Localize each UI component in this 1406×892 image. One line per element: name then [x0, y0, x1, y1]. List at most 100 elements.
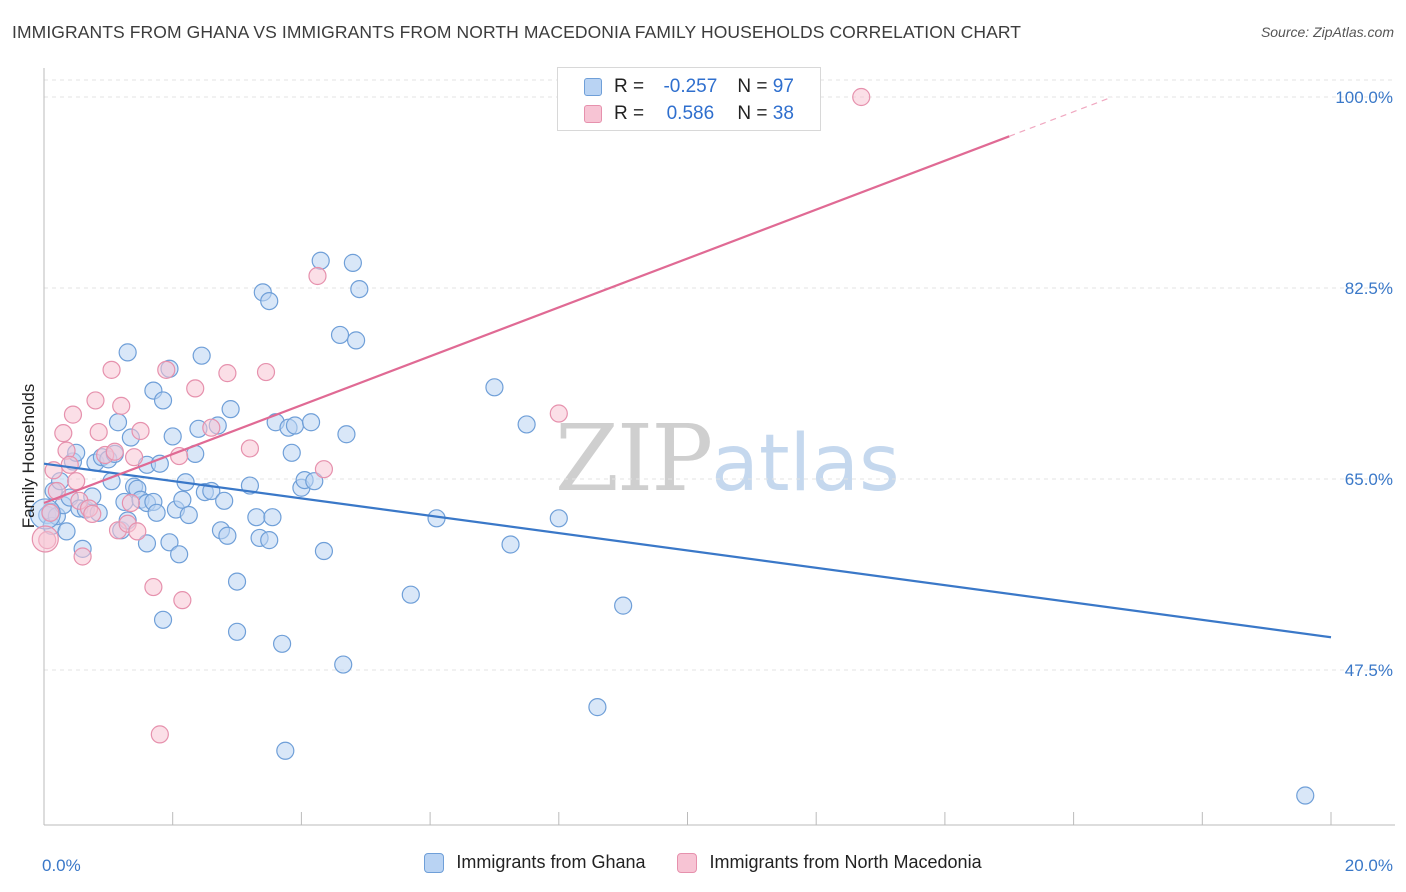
ghana-point: [517, 415, 536, 434]
macedonia-point: [41, 503, 60, 522]
ghana-point: [118, 343, 137, 362]
series-legend-ghana-label: Immigrants from Ghana: [456, 852, 646, 872]
series-legend: Immigrants from Ghana Immigrants from No…: [0, 852, 1406, 873]
ghana-point: [501, 535, 520, 554]
chart-title: IMMIGRANTS FROM GHANA VS IMMIGRANTS FROM…: [12, 22, 1022, 42]
ghana-point: [301, 413, 321, 432]
macedonia-point: [173, 591, 192, 610]
macedonia-point: [63, 405, 83, 424]
macedonia-point: [218, 364, 237, 383]
ghana-point: [614, 596, 633, 615]
series-legend-macedonia-label: Immigrants from North Macedonia: [709, 852, 982, 872]
macedonia-point: [121, 493, 140, 513]
ghana-point: [173, 490, 192, 509]
tick-labels: 47.5% 65.0% 82.5% 100.0% 0.0% 20.0%: [42, 88, 1393, 875]
legend-r-label: R =: [614, 103, 650, 124]
ghana-point: [240, 476, 260, 495]
series-legend-ghana: Immigrants from Ghana: [424, 852, 645, 873]
ghana-point: [147, 503, 166, 522]
ghana-point: [1296, 786, 1315, 805]
series-legend-macedonia: Immigrants from North Macedonia: [677, 852, 982, 873]
ghana-point: [350, 279, 369, 299]
macedonia-point: [112, 396, 131, 415]
ghana-point: [305, 472, 324, 491]
x-tick-label-min: 0.0%: [42, 856, 81, 875]
series-legend-macedonia-swatch: [677, 852, 698, 873]
macedonia-point: [202, 418, 221, 437]
ghana-point: [588, 698, 607, 717]
ghana-point: [221, 400, 240, 419]
legend-n-value: 97: [772, 76, 794, 97]
legend-row-ghana: R = -0.257 N = 97: [584, 74, 794, 100]
legend-swatch-macedonia: [584, 105, 602, 123]
ghana-point: [346, 331, 366, 350]
macedonia-point: [67, 472, 86, 491]
ghana-point: [227, 572, 247, 591]
ghana-point: [108, 413, 128, 432]
axis-layer: [43, 68, 1395, 826]
macedonia-point: [124, 448, 144, 467]
macedonia-point: [128, 522, 147, 541]
x-tick-label-max: 20.0%: [1345, 856, 1393, 875]
ghana-trend-line: [43, 462, 1332, 639]
macedonia-trend-extension: [1009, 96, 1113, 137]
legend-r-label: R =: [614, 76, 650, 97]
ghana-point: [215, 491, 234, 510]
legend-row-macedonia: R = 0.586 N = 38: [584, 101, 794, 127]
ghana-point: [163, 427, 182, 446]
y-tick-label: 65.0%: [1345, 470, 1393, 489]
ghana-point: [227, 622, 247, 641]
macedonia-point: [60, 455, 79, 474]
ghana-point: [330, 325, 350, 345]
macedonia-trend-line: [43, 135, 1010, 505]
macedonia-point: [852, 87, 871, 107]
ghana-point: [57, 522, 76, 541]
ghana-point: [260, 531, 279, 550]
macedonia-point: [240, 439, 260, 458]
legend-r-value: -0.257: [663, 76, 718, 97]
ghana-point: [276, 741, 295, 760]
ghana-point: [137, 534, 157, 553]
ghana-point: [263, 508, 282, 527]
macedonia-point: [86, 391, 105, 410]
legend-n-value: 38: [772, 103, 794, 124]
macedonia-points: [31, 87, 871, 744]
macedonia-point: [549, 404, 568, 423]
macedonia-point-cluster: [31, 525, 59, 553]
macedonia-point: [186, 379, 205, 398]
ghana-points: [29, 251, 1315, 805]
macedonia-point: [144, 577, 163, 597]
ghana-point: [549, 509, 568, 528]
ghana-point: [401, 585, 420, 604]
y-tick-label: 82.5%: [1345, 279, 1393, 298]
macedonia-point: [314, 460, 334, 479]
y-tick-label: 100.0%: [1335, 88, 1393, 107]
macedonia-point: [54, 424, 73, 443]
ghana-point: [260, 291, 279, 311]
ghana-point: [153, 610, 173, 629]
ghana-point: [334, 655, 353, 674]
ghana-point: [485, 378, 504, 397]
grid-layer: [44, 79, 1395, 671]
macedonia-point: [83, 504, 102, 524]
trend-layer: [43, 96, 1332, 639]
series-legend-ghana-swatch: [424, 852, 445, 873]
ghana-point: [160, 533, 179, 552]
legend-swatch-ghana: [584, 78, 602, 96]
legend-r-value: 0.586: [666, 103, 715, 124]
macedonia-point: [47, 481, 66, 501]
ghana-point: [179, 505, 198, 525]
legend-n-label: N =: [737, 103, 773, 124]
ghana-point: [192, 346, 211, 365]
ghana-point: [272, 634, 292, 653]
stats-legend: R = -0.257 N = 97 R = 0.586 N = 38: [557, 67, 821, 131]
macedonia-point: [256, 362, 276, 382]
y-axis-label: Family Households: [19, 384, 38, 529]
macedonia-point: [157, 360, 176, 379]
ghana-point: [247, 508, 266, 527]
macedonia-point: [102, 360, 121, 379]
ghana-point: [314, 541, 334, 561]
macedonia-point: [131, 421, 150, 441]
chart-source: Source: ZipAtlas.com: [1260, 24, 1394, 40]
